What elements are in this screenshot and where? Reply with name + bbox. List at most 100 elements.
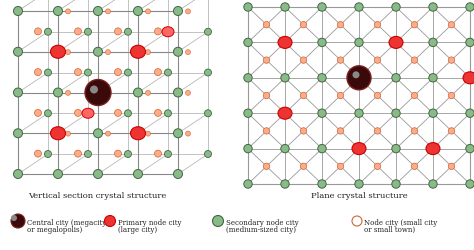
Circle shape	[337, 58, 344, 64]
Circle shape	[281, 180, 289, 188]
Bar	[248, 8, 470, 184]
Circle shape	[106, 10, 110, 15]
Circle shape	[106, 91, 110, 96]
Circle shape	[355, 74, 363, 83]
Circle shape	[45, 29, 52, 36]
Circle shape	[318, 180, 326, 188]
Circle shape	[106, 50, 110, 56]
Circle shape	[125, 70, 131, 77]
Circle shape	[355, 110, 363, 118]
Circle shape	[355, 180, 363, 188]
Circle shape	[93, 170, 102, 179]
Circle shape	[466, 180, 474, 188]
Ellipse shape	[278, 108, 292, 120]
Circle shape	[281, 4, 289, 12]
Circle shape	[115, 150, 121, 158]
Circle shape	[318, 145, 326, 153]
Circle shape	[93, 8, 102, 16]
Circle shape	[263, 128, 270, 134]
Circle shape	[347, 66, 371, 90]
Circle shape	[392, 145, 400, 153]
Circle shape	[54, 170, 63, 179]
Circle shape	[164, 151, 172, 158]
Circle shape	[281, 74, 289, 83]
Circle shape	[45, 151, 52, 158]
Text: Plane crystal structure: Plane crystal structure	[310, 191, 407, 199]
Circle shape	[185, 50, 191, 56]
Ellipse shape	[130, 127, 146, 140]
Circle shape	[93, 48, 102, 57]
Circle shape	[173, 8, 182, 16]
Circle shape	[204, 70, 211, 77]
Ellipse shape	[51, 46, 65, 59]
Ellipse shape	[278, 37, 292, 49]
Circle shape	[54, 48, 63, 57]
Circle shape	[115, 110, 121, 117]
Circle shape	[54, 89, 63, 98]
Circle shape	[115, 29, 121, 36]
Circle shape	[45, 70, 52, 77]
Circle shape	[185, 132, 191, 136]
Circle shape	[45, 110, 52, 117]
Circle shape	[374, 58, 381, 64]
Circle shape	[301, 164, 307, 170]
Circle shape	[466, 39, 474, 48]
Circle shape	[173, 48, 182, 57]
Circle shape	[429, 180, 437, 188]
Circle shape	[115, 69, 121, 76]
Circle shape	[204, 110, 211, 117]
Circle shape	[164, 110, 172, 117]
Circle shape	[318, 4, 326, 12]
Ellipse shape	[212, 216, 224, 226]
Circle shape	[263, 93, 270, 99]
Circle shape	[204, 151, 211, 158]
Circle shape	[35, 69, 42, 76]
Circle shape	[84, 70, 91, 77]
Ellipse shape	[352, 143, 366, 155]
Circle shape	[185, 10, 191, 15]
Circle shape	[74, 150, 82, 158]
Text: (large city): (large city)	[118, 225, 157, 233]
Circle shape	[244, 74, 252, 83]
Circle shape	[466, 110, 474, 118]
Circle shape	[65, 132, 71, 136]
Circle shape	[355, 4, 363, 12]
Circle shape	[84, 110, 91, 117]
Circle shape	[374, 164, 381, 170]
Circle shape	[125, 110, 131, 117]
Circle shape	[90, 86, 98, 94]
Circle shape	[164, 70, 172, 77]
Text: Vertical section crystal structure: Vertical section crystal structure	[28, 191, 166, 199]
Circle shape	[65, 50, 71, 56]
Ellipse shape	[104, 216, 116, 226]
Circle shape	[185, 91, 191, 96]
Ellipse shape	[51, 127, 65, 140]
Circle shape	[204, 29, 211, 36]
Text: (medium-sized city): (medium-sized city)	[226, 225, 296, 233]
Circle shape	[263, 58, 270, 64]
Circle shape	[146, 132, 151, 136]
Circle shape	[13, 48, 22, 57]
Circle shape	[466, 4, 474, 12]
Ellipse shape	[82, 109, 94, 119]
Circle shape	[54, 8, 63, 16]
Circle shape	[13, 129, 22, 138]
Circle shape	[65, 91, 71, 96]
Circle shape	[411, 128, 418, 134]
Circle shape	[244, 145, 252, 153]
Circle shape	[155, 29, 162, 36]
Circle shape	[429, 110, 437, 118]
Circle shape	[84, 151, 91, 158]
Circle shape	[318, 39, 326, 48]
Circle shape	[301, 22, 307, 29]
Circle shape	[173, 89, 182, 98]
Circle shape	[263, 22, 270, 29]
Circle shape	[374, 93, 381, 99]
Text: or small town): or small town)	[364, 225, 415, 233]
Circle shape	[244, 4, 252, 12]
Circle shape	[448, 93, 455, 99]
Circle shape	[448, 128, 455, 134]
Circle shape	[155, 69, 162, 76]
Circle shape	[134, 89, 143, 98]
Circle shape	[84, 29, 91, 36]
